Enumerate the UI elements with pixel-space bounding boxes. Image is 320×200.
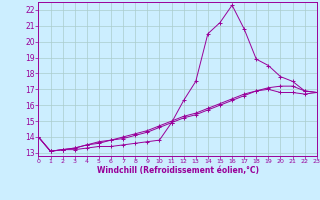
X-axis label: Windchill (Refroidissement éolien,°C): Windchill (Refroidissement éolien,°C) [97, 166, 259, 175]
